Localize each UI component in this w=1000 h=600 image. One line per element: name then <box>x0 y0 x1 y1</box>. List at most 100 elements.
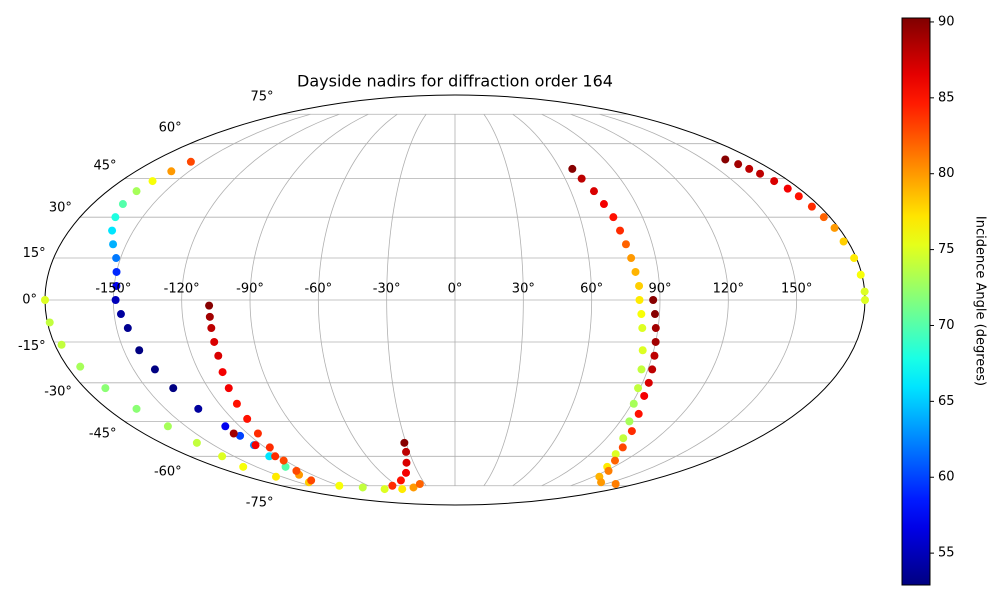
y-tick-label: 15° <box>23 246 46 261</box>
point <box>123 324 132 333</box>
colorbar <box>901 17 931 586</box>
point <box>637 310 646 319</box>
colorbar-tick-label: 90 <box>938 14 955 29</box>
point <box>634 384 643 393</box>
y-tick-label: 60° <box>159 121 182 136</box>
point <box>610 456 619 465</box>
x-tick-label: 60° <box>580 282 603 297</box>
x-tick-label: -90° <box>236 282 264 297</box>
point <box>265 452 274 461</box>
grid-line <box>317 113 398 487</box>
point <box>629 399 638 408</box>
point <box>635 296 644 304</box>
point <box>850 254 859 263</box>
point <box>388 481 397 490</box>
x-tick-label: -30° <box>373 282 401 297</box>
point <box>167 167 176 176</box>
point <box>807 202 816 211</box>
point <box>135 346 144 355</box>
point <box>112 267 121 276</box>
y-tick-label: -75° <box>246 496 274 511</box>
point <box>380 485 389 494</box>
point <box>415 480 424 489</box>
point <box>192 438 201 447</box>
point <box>218 368 227 377</box>
point <box>721 155 730 164</box>
point <box>279 456 288 465</box>
point <box>621 240 630 249</box>
point <box>618 443 627 452</box>
point <box>214 351 223 360</box>
point <box>111 296 120 304</box>
y-tick-label: 45° <box>94 158 117 173</box>
point <box>224 384 233 393</box>
x-tick-label: 150° <box>781 282 812 297</box>
x-tick-label: 90° <box>648 282 671 297</box>
point <box>611 480 620 489</box>
grid-line <box>599 113 798 487</box>
point <box>402 447 411 456</box>
point <box>335 481 344 490</box>
point <box>396 476 405 485</box>
point <box>402 468 411 477</box>
point <box>861 296 869 304</box>
y-tick-label: -60° <box>154 464 182 479</box>
chart-title: Dayside nadirs for diffraction order 164 <box>297 72 613 91</box>
point <box>358 483 367 492</box>
point <box>398 485 407 494</box>
y-tick-label: -30° <box>44 384 72 399</box>
x-tick-label: -150° <box>95 282 131 297</box>
point <box>745 164 754 173</box>
point <box>186 157 195 166</box>
point <box>794 192 803 201</box>
point <box>41 296 49 304</box>
point <box>150 365 159 374</box>
point <box>118 200 127 209</box>
point <box>819 213 828 222</box>
x-tick-label: -60° <box>304 282 332 297</box>
point <box>609 213 618 222</box>
point <box>148 177 157 186</box>
point <box>631 267 640 276</box>
point <box>229 429 238 438</box>
point <box>232 399 241 408</box>
point <box>839 237 848 246</box>
point <box>76 362 85 371</box>
labels: -75° -60° -45° -30° -15° 0° 15° 30° 45° 60° 75° -15… <box>18 89 812 510</box>
point <box>597 478 606 487</box>
point <box>112 281 121 290</box>
point <box>830 223 839 232</box>
point <box>783 184 792 193</box>
point <box>101 384 110 393</box>
grid-line <box>512 113 593 487</box>
point <box>112 254 121 263</box>
point <box>132 187 141 196</box>
x-tick-label: 120° <box>713 282 744 297</box>
point <box>627 254 636 263</box>
point <box>619 434 628 443</box>
grid-line <box>570 113 729 487</box>
x-tick-label: 0° <box>448 282 463 297</box>
point <box>292 466 301 475</box>
point <box>271 472 280 481</box>
point <box>568 164 577 173</box>
point <box>400 438 409 447</box>
point <box>210 337 219 346</box>
grid-line <box>541 113 661 487</box>
y-tick-label: 0° <box>22 293 37 308</box>
y-tick-label: 30° <box>49 201 72 216</box>
point <box>402 458 411 467</box>
point <box>860 287 869 296</box>
points <box>41 155 869 494</box>
point <box>651 324 660 333</box>
point <box>644 378 653 387</box>
point <box>205 301 214 310</box>
colorbar-label: Incidence Angle (degrees) <box>973 216 988 386</box>
point <box>409 483 418 492</box>
grid-line <box>249 113 369 487</box>
point <box>194 404 203 413</box>
colorbar-tick-label: 85 <box>938 90 955 105</box>
point <box>207 324 216 333</box>
point <box>634 409 643 418</box>
point <box>205 312 214 321</box>
